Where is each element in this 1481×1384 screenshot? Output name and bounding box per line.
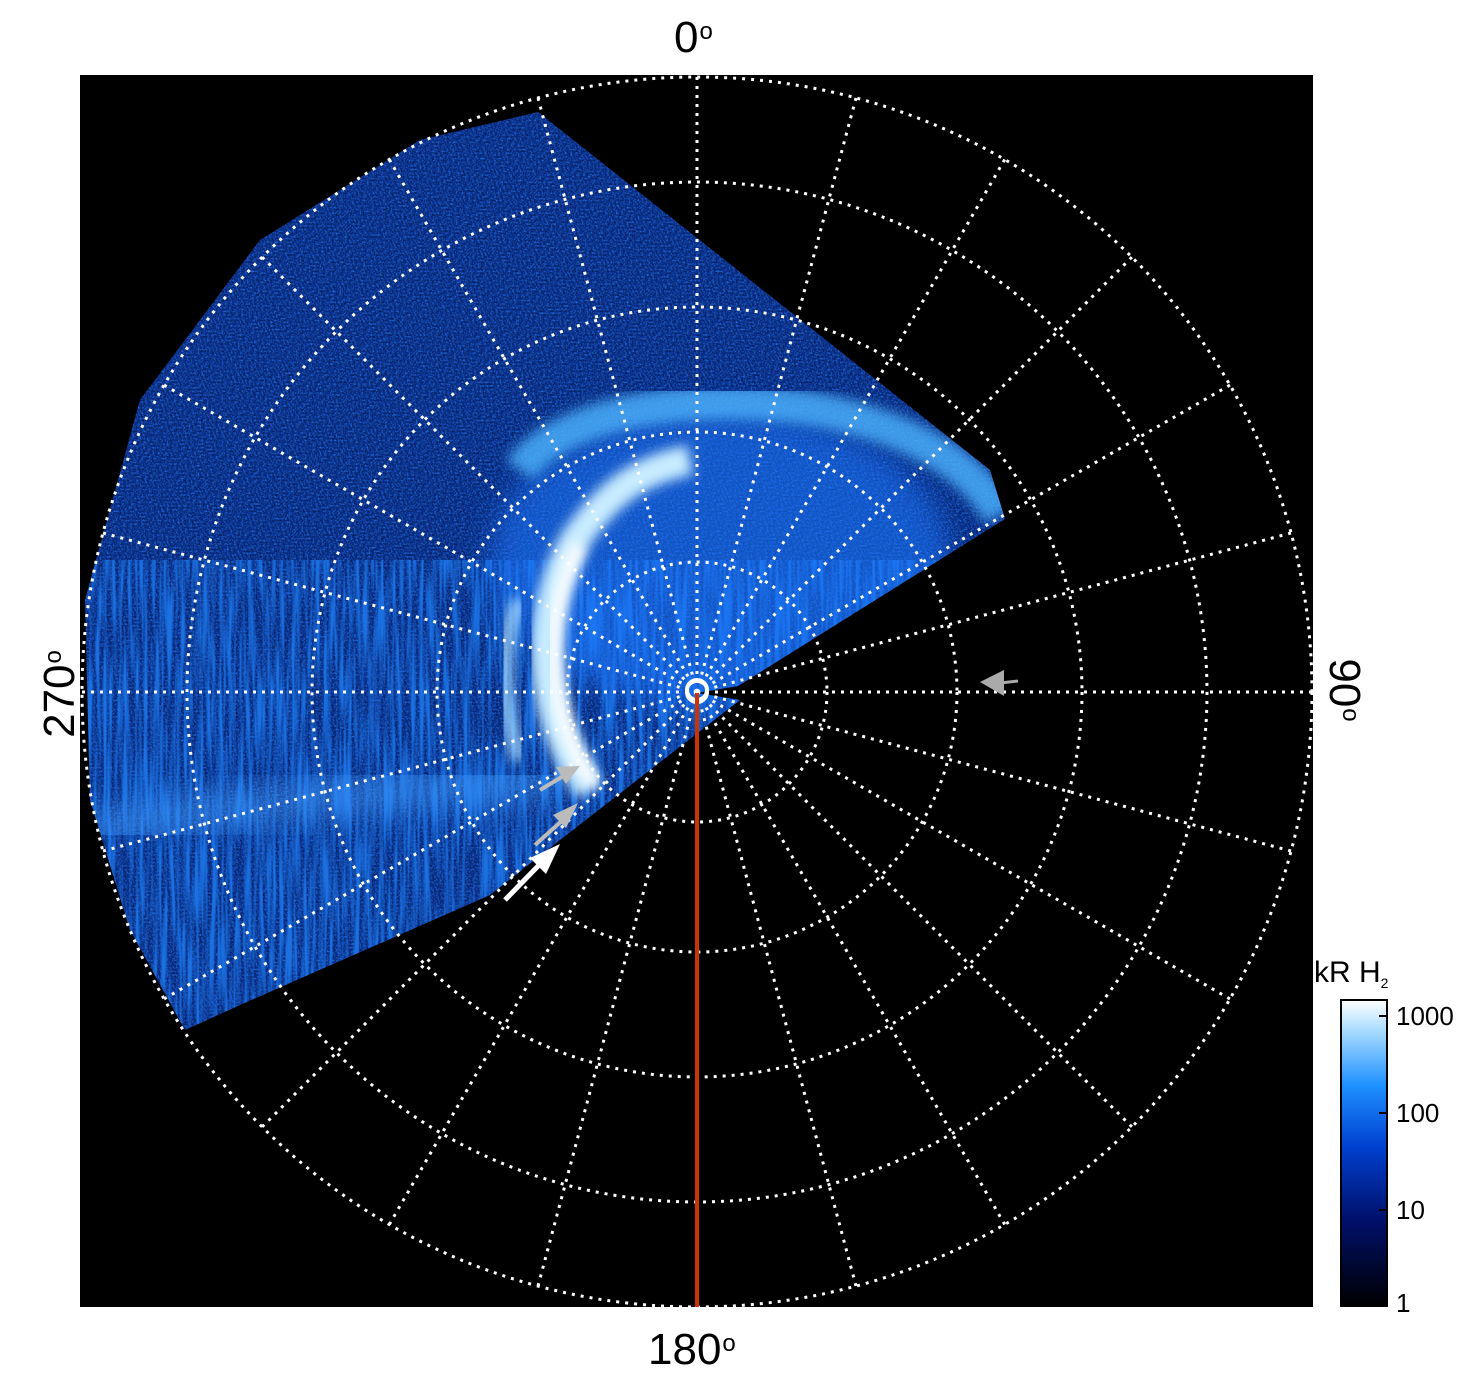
colorbar-ticks bbox=[1379, 1015, 1387, 1306]
auroral-oval-main bbox=[531, 445, 694, 799]
colorbar-fill bbox=[1340, 999, 1388, 1307]
gray-arrow-lower bbox=[533, 803, 578, 847]
colorbar-tick-label: 1000 bbox=[1396, 1001, 1454, 1031]
axis-label-bottom: 180o bbox=[648, 1325, 736, 1374]
axis-label-top: 0o bbox=[674, 13, 713, 62]
auroral-oval-lower bbox=[497, 596, 528, 763]
white-arrow bbox=[503, 844, 560, 902]
axis-label-right: 90o bbox=[1320, 658, 1369, 722]
auroral-oval-outer bbox=[505, 385, 1005, 524]
gray-arrow-right bbox=[980, 670, 1019, 696]
auroral-band-lower bbox=[86, 760, 562, 850]
colorbar-tick-label: 10 bbox=[1396, 1195, 1425, 1225]
colorbar-tick-label: 1 bbox=[1396, 1288, 1411, 1318]
colorbar-title: kR H2 bbox=[1314, 956, 1389, 991]
grid-spokes bbox=[82, 77, 1312, 1287]
axis-label-left: 270o bbox=[35, 650, 84, 738]
colorbar-tick-label: 100 bbox=[1396, 1098, 1440, 1128]
auroral-oval-core bbox=[547, 541, 601, 790]
colorbar bbox=[1340, 999, 1388, 1307]
gray-arrow-upper bbox=[538, 766, 580, 792]
